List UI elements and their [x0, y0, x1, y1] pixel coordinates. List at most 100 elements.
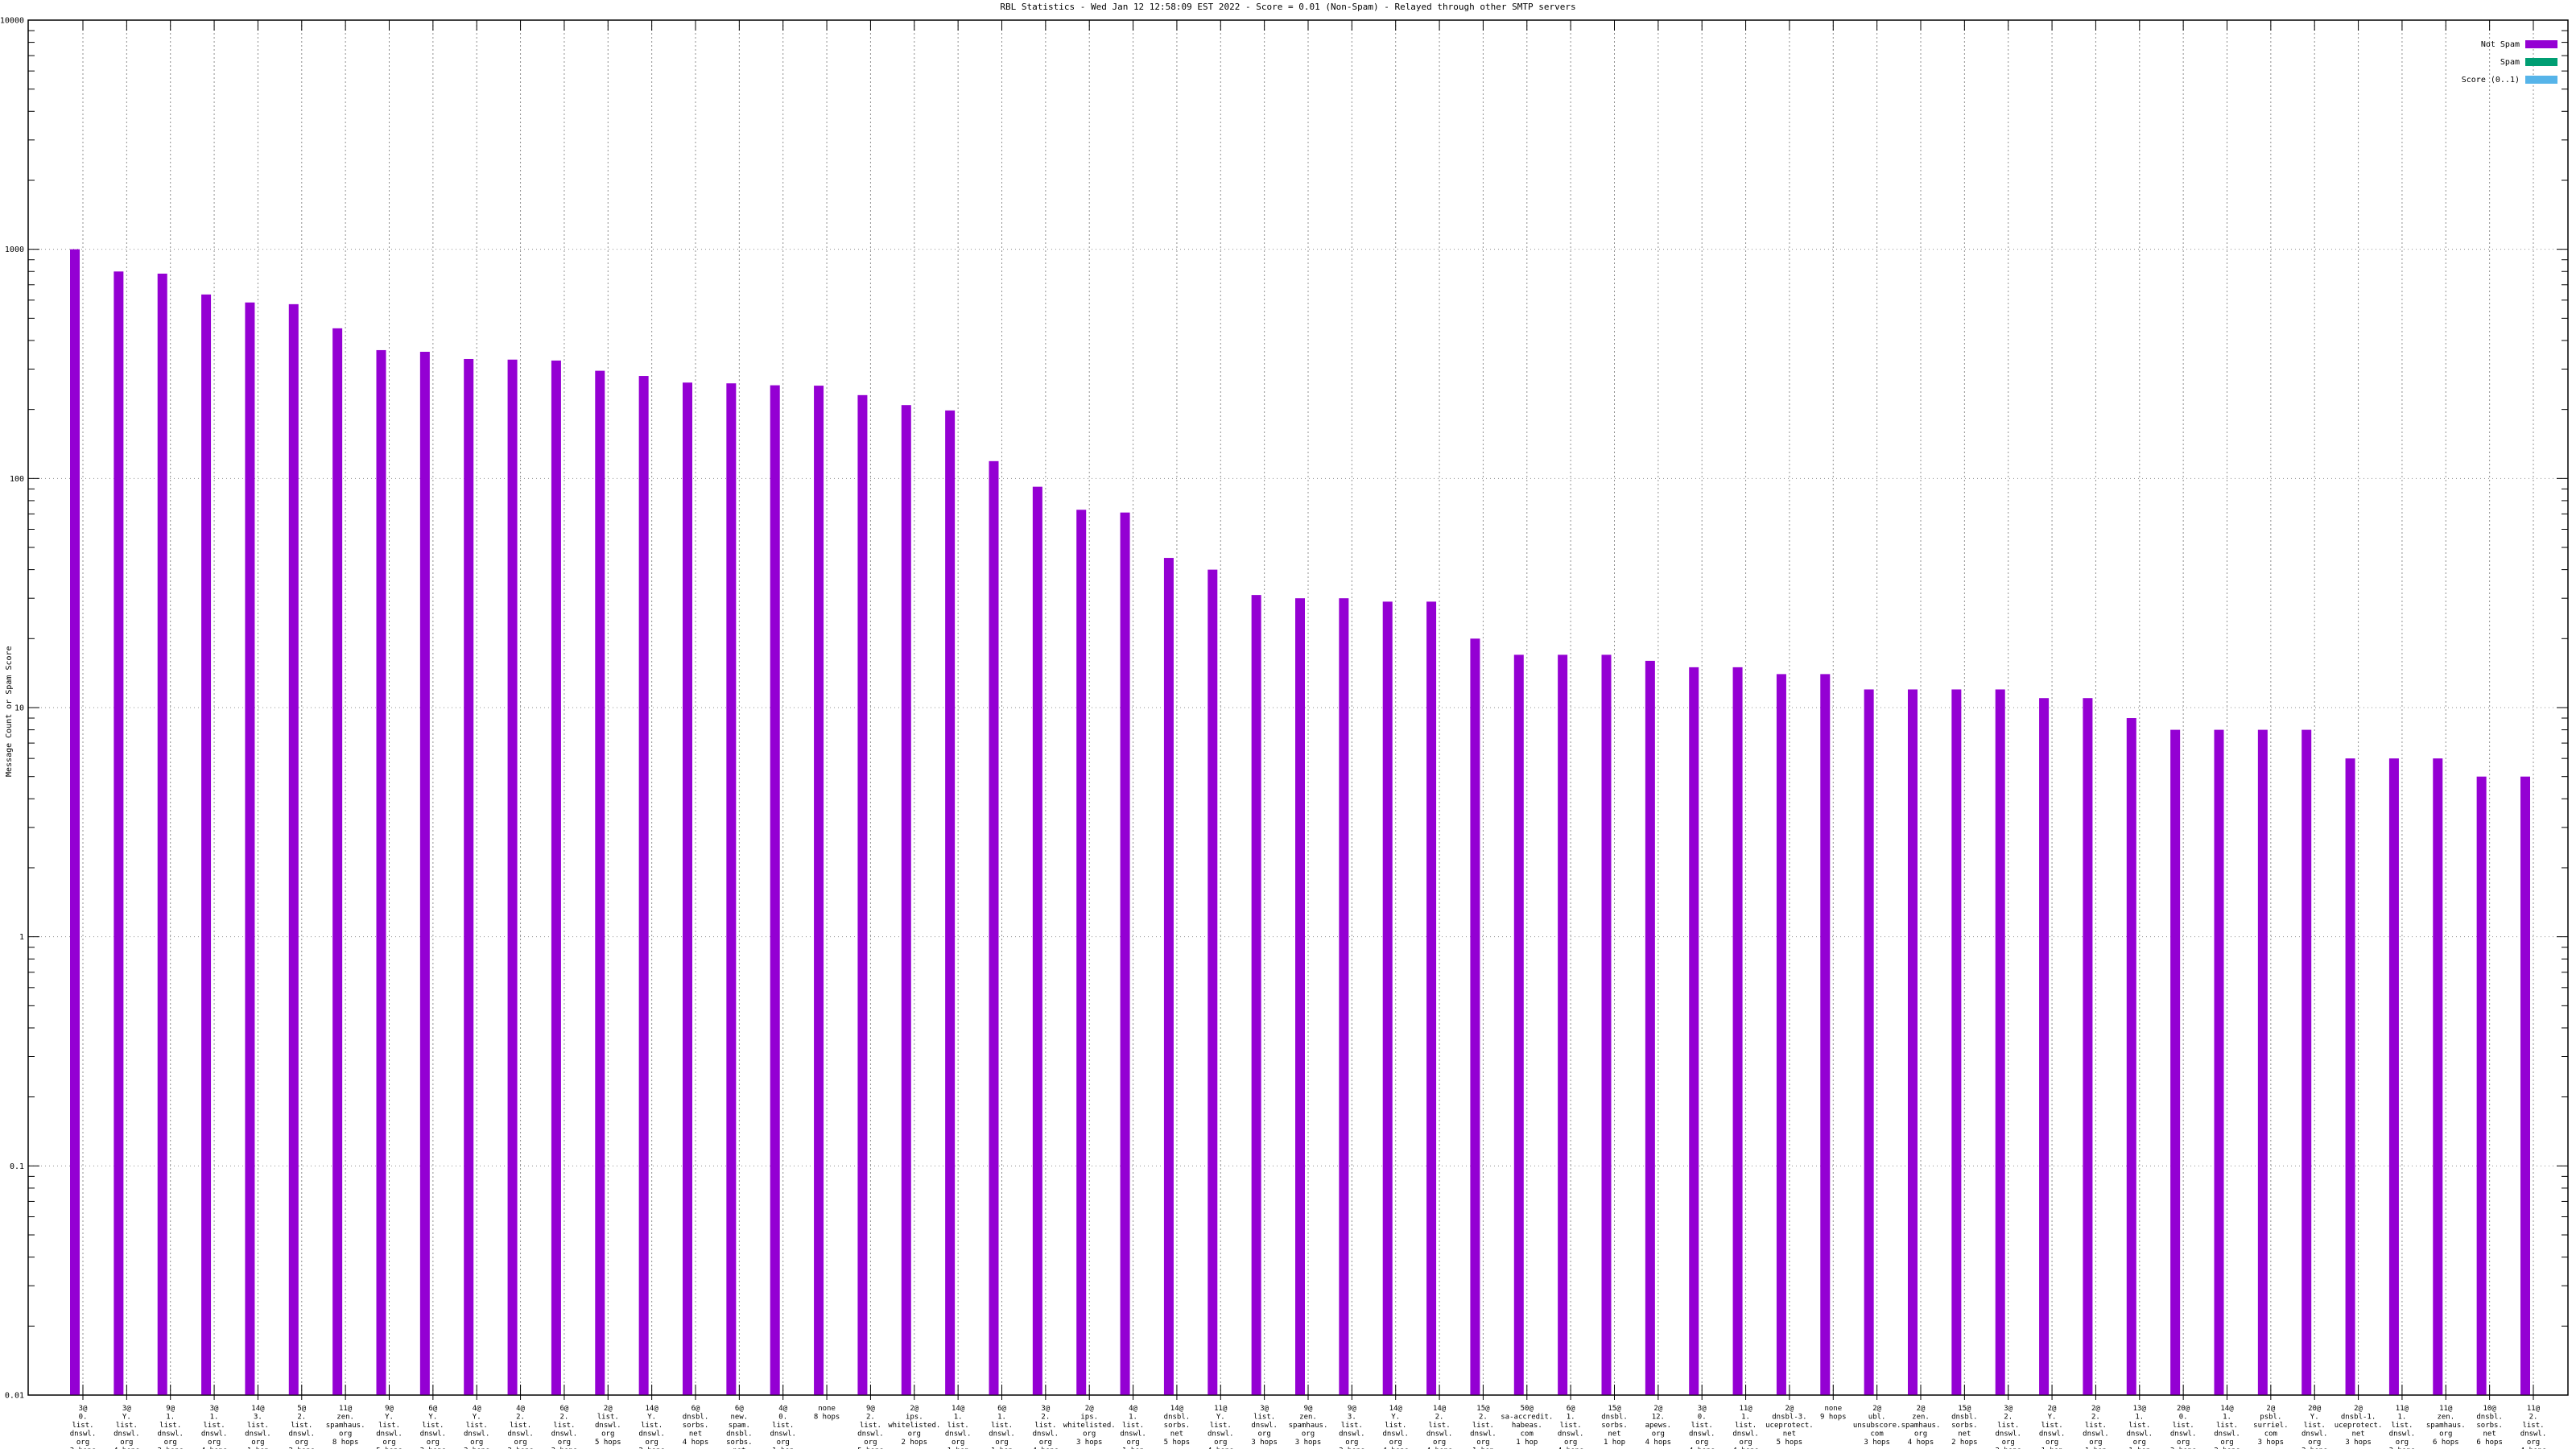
bar-not-spam [464, 358, 474, 1395]
x-tick-label: 3 hops [2170, 1447, 2197, 1449]
x-tick-label: org [777, 1439, 790, 1447]
x-tick-label: list. [378, 1422, 400, 1430]
x-tick-label: 5 hops [595, 1439, 621, 1447]
bar-not-spam [376, 349, 386, 1395]
bar-not-spam [2214, 729, 2224, 1395]
x-tick-label: 1. [954, 1414, 963, 1422]
x-tick-label: 3 hops [507, 1447, 534, 1449]
x-tick-label: com [1521, 1430, 1534, 1439]
bar-not-spam [1426, 601, 1437, 1395]
x-tick-label: list. [1385, 1422, 1406, 1430]
x-tick-label: dnswl. [1033, 1430, 1059, 1439]
x-tick-label: org [2220, 1439, 2233, 1447]
x-tick-label: net [733, 1447, 745, 1449]
x-tick-label: dnswl. [289, 1430, 316, 1439]
x-tick-label: dnswl. [2083, 1430, 2109, 1439]
x-tick-label: Y. [647, 1414, 656, 1422]
bar-not-spam [157, 273, 167, 1395]
x-tick-label: 3@ [79, 1405, 88, 1413]
x-tick-label: org [2089, 1439, 2102, 1447]
x-tick-label: dnswl. [945, 1430, 972, 1439]
x-tick-label: spamhaus. [2426, 1422, 2466, 1430]
x-tick-label: list. [2085, 1422, 2107, 1430]
legend-item-not-spam: Not Spam [2462, 35, 2557, 53]
bar-not-spam [419, 352, 430, 1395]
x-tick-label: dnswl. [2520, 1430, 2547, 1439]
x-tick-label: 4 hops [2520, 1447, 2547, 1449]
x-tick-label: net [1170, 1430, 1183, 1439]
x-tick-label: org [1433, 1439, 1446, 1447]
x-tick-label: org [208, 1439, 221, 1447]
y-tick-label: 100 [10, 475, 24, 484]
y-tick-label: 0.1 [10, 1162, 24, 1171]
x-tick-label: 8 hops [814, 1414, 840, 1422]
y-axis-label: Message Count or Spam Score [5, 646, 14, 777]
x-tick-label: list. [510, 1422, 531, 1430]
x-tick-label: 3 hops [70, 1447, 97, 1449]
x-tick-label: list. [2128, 1422, 2150, 1430]
x-tick-label: 2@ [2091, 1405, 2100, 1413]
x-tick-label: dnswl. [1426, 1430, 1453, 1439]
bar-not-spam [1470, 638, 1480, 1395]
x-tick-label: 4 hops [1908, 1439, 1934, 1447]
bar-not-spam [989, 460, 999, 1395]
x-tick-label: list. [422, 1422, 444, 1430]
x-tick-label: list. [1034, 1422, 1056, 1430]
x-tick-label: com [1871, 1430, 1884, 1439]
x-tick-label: 3 hops [2389, 1447, 2416, 1449]
x-tick-label: org [995, 1439, 1008, 1447]
x-tick-label: 4 hops [114, 1447, 140, 1449]
x-tick-label: 4 hops [1558, 1447, 1584, 1449]
x-tick-label: list. [2304, 1422, 2326, 1430]
x-tick-label: org [646, 1439, 658, 1447]
bar-not-spam [901, 405, 911, 1395]
x-tick-label: dnswl. [464, 1430, 490, 1439]
x-tick-label: org [952, 1439, 964, 1447]
x-tick-label: 14@ [952, 1405, 965, 1413]
x-tick-label: org [1652, 1430, 1665, 1439]
bar-not-spam [551, 360, 561, 1395]
bar-not-spam [2433, 758, 2443, 1395]
x-tick-label: dnsbl. [726, 1430, 753, 1439]
x-tick-label: list. [247, 1422, 269, 1430]
x-tick-label: dnswl. [114, 1430, 140, 1439]
x-tick-label: uceprotect. [1765, 1422, 1814, 1430]
x-tick-label: dnsbl. [1951, 1414, 1978, 1422]
x-tick-label: org [2133, 1439, 2146, 1447]
x-tick-label: org [1476, 1439, 1489, 1447]
x-tick-label: 1. [1567, 1414, 1575, 1422]
x-tick-label: dnswl. [2214, 1430, 2240, 1439]
x-tick-label: 4 hops [1645, 1439, 1672, 1447]
y-tick-label: 10 [14, 704, 24, 713]
x-tick-label: 1 hop [2041, 1447, 2063, 1449]
x-tick-label: 2. [1479, 1414, 1488, 1422]
x-tick-label: 1. [1129, 1414, 1137, 1422]
x-tick-label: dnswl. [420, 1430, 447, 1439]
x-tick-label: org [601, 1430, 614, 1439]
x-tick-label: list. [1210, 1422, 1232, 1430]
x-tick-label: 14@ [251, 1405, 265, 1413]
x-tick-label: sorbs. [683, 1422, 709, 1430]
x-tick-label: net [2483, 1430, 2496, 1439]
x-tick-label: org [908, 1430, 921, 1439]
x-tick-label: sorbs. [1951, 1422, 1978, 1430]
x-tick-label: Y. [1216, 1414, 1225, 1422]
x-tick-label: spamhaus. [326, 1422, 365, 1430]
x-tick-label: 3 hops [2301, 1447, 2328, 1449]
x-tick-label: dnswl. [595, 1422, 621, 1430]
x-tick-label: 11@ [1739, 1405, 1752, 1413]
bar-not-spam [1995, 689, 2005, 1395]
bar-not-spam [2520, 776, 2530, 1395]
x-tick-label: list. [2522, 1422, 2544, 1430]
x-tick-label: 2. [866, 1414, 875, 1422]
bar-not-spam [1513, 654, 1524, 1395]
x-tick-label: list. [291, 1422, 312, 1430]
x-tick-label: 11@ [2396, 1405, 2409, 1413]
x-tick-label: 4 hops [1689, 1447, 1715, 1449]
x-tick-label: list. [1691, 1422, 1713, 1430]
x-tick-label: org [76, 1439, 89, 1447]
x-tick-label: 14@ [1433, 1405, 1447, 1413]
x-tick-label: org [164, 1439, 177, 1447]
legend-swatch-spam [2525, 58, 2557, 66]
bar-not-spam [1689, 667, 1699, 1395]
